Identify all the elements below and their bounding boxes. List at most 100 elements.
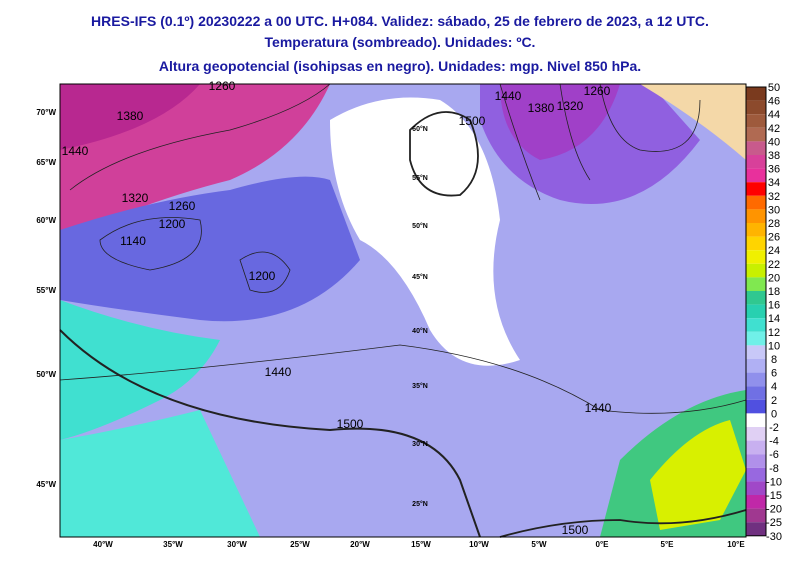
colorbar-label: 12 [768,327,780,339]
contour-label: 1320 [557,99,584,113]
colorbar-swatch [746,467,766,482]
colorbar-label: 42 [768,123,780,135]
colorbar-label: -8 [769,463,779,475]
colorbar-label: -15 [766,490,782,502]
contour-label: 1500 [562,523,589,537]
lat-label: 55°W [36,286,56,295]
colorbar-swatch [746,127,766,142]
colorbar-swatch [746,440,766,455]
colorbar-swatch [746,182,766,196]
colorbar-label: 0 [771,408,777,420]
contour-label: 1260 [209,79,236,93]
colorbar-label: -6 [769,449,779,461]
colorbar-label: 24 [768,245,780,257]
colorbar-label: 36 [768,164,780,176]
graticule-label: 35°N [412,382,428,390]
lon-label: 40°W [93,540,113,549]
colorbar-swatch [746,100,766,115]
colorbar-label: 14 [768,313,780,325]
colorbar-swatch [746,413,766,427]
contour-label: 1140 [120,234,146,248]
colorbar-swatch [746,304,766,319]
contour-label: 1200 [159,217,186,231]
colorbar-swatch [746,386,766,400]
colorbar-label: 22 [768,259,780,271]
lon-label: 30°W [227,540,247,549]
colorbar-label: 32 [768,191,780,203]
contour-line [499,509,747,538]
colorbar-swatch [746,481,766,495]
colorbar-swatch [746,236,766,251]
graticule-label: 40°N [412,327,428,335]
colorbar-label: 16 [768,300,780,312]
colorbar-label: 50 [768,82,780,94]
lon-label: 10°E [727,540,745,549]
lon-label: 0°E [596,540,610,549]
colorbar-label: 18 [768,286,780,298]
mild-region [60,410,260,537]
colorbar-swatch [746,345,766,359]
colorbar-label: 28 [768,218,780,230]
contour-label: 1440 [265,365,292,379]
colorbar-swatch [746,318,766,332]
contour-label: 1500 [337,417,364,431]
contour-label: 1260 [584,84,611,98]
colorbar-swatch [746,263,766,278]
contour-line [409,111,479,197]
cold-region [500,84,620,160]
colorbar-label: 4 [771,381,777,393]
colorbar-label: 30 [768,204,780,216]
lat-label: 70°W [36,108,56,117]
colorbar-label: 2 [771,395,777,407]
colorbar-label: 40 [768,136,780,148]
contour-label: 1380 [528,101,555,115]
colorbar-swatch [746,209,766,223]
colorbar-swatch [746,331,766,346]
colorbar-label: 38 [768,150,780,162]
colorbar-label: 6 [771,368,777,380]
colorbar-swatch [746,454,766,468]
land [640,84,746,160]
lon-label: 15°W [411,540,431,549]
colorbar-swatch [746,141,766,155]
colorbar-label: 44 [768,109,780,121]
contour-line [59,329,481,538]
graticule-label: 50°N [412,222,428,230]
contour-label: 1320 [122,191,149,205]
colorbar-label: -4 [769,436,779,448]
title-line: Altura geopotencial (isohipsas en negro)… [159,58,641,74]
colorbar-label: -2 [769,422,779,434]
colorbar-swatch [746,399,766,414]
lat-label: 50°W [36,370,56,379]
colorbar-swatch [746,372,766,387]
title-line: Temperatura (sombreado). Unidades: ºC. [265,34,536,50]
contour-label: 1440 [585,401,612,415]
contour-label: 1200 [249,269,276,283]
colorbar-label: 10 [768,340,780,352]
colorbar-swatch [746,168,766,183]
lat-label: 65°W [36,158,56,167]
graticule-label: 45°N [412,273,428,281]
contour-line [69,83,331,191]
colorbar-swatch [746,495,766,509]
colorbar-label: 8 [771,354,777,366]
colorbar-label: -10 [766,476,782,488]
contour-label: 1440 [495,89,522,103]
contour-line [239,251,291,293]
lat-label: 60°W [36,216,56,225]
colorbar-swatch [746,291,766,305]
colorbar-label: -30 [766,531,782,543]
colorbar-swatch [746,195,766,210]
lon-label: 35°W [163,540,183,549]
colorbar-swatch [746,359,766,373]
snow-region [330,97,520,366]
contour-line [59,344,747,414]
lon-label: 25°W [290,540,310,549]
warm-region [650,420,746,530]
contour-label: 1380 [117,109,144,123]
colorbar-swatch [746,250,766,264]
contour-line [499,83,701,201]
cold-region [60,84,200,150]
mild-region [60,300,220,440]
